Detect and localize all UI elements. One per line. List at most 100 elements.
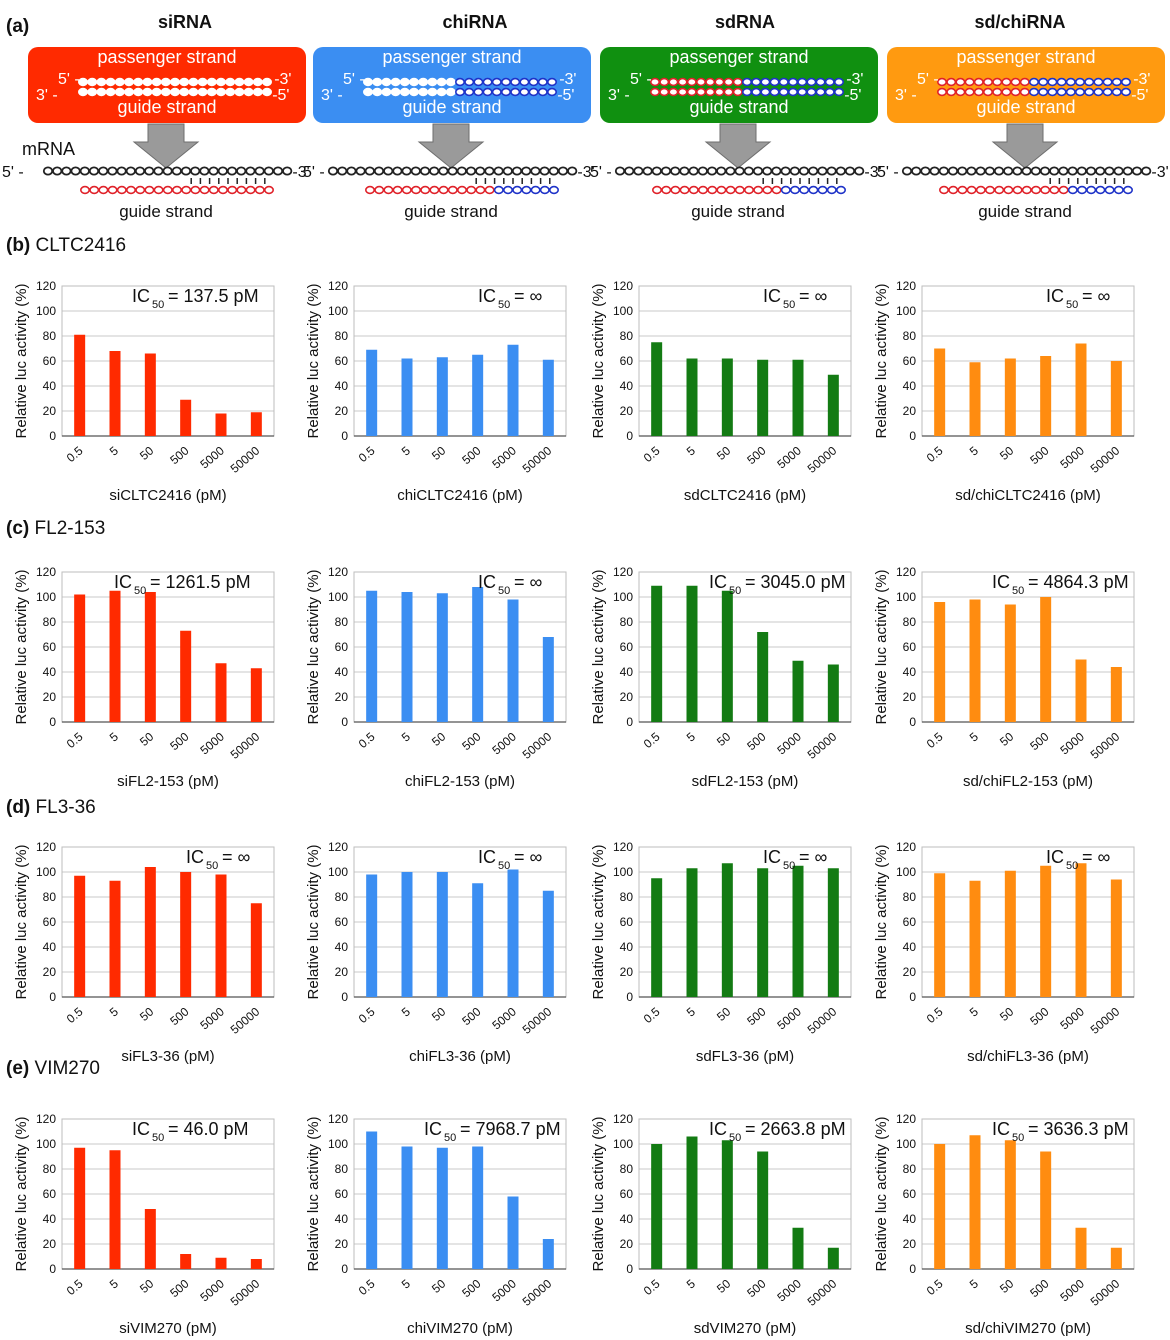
x-tick-label: 50 (137, 1004, 156, 1024)
mrna-nucleotide (762, 166, 773, 176)
passenger-nucleotide (815, 77, 826, 87)
y-tick-label: 80 (620, 1162, 634, 1176)
x-tick-label: 50000 (805, 443, 840, 475)
ic50-label: IC (478, 572, 496, 592)
bar (721, 863, 733, 997)
guide-nucleotide (714, 87, 725, 97)
guide-nucleotide (994, 185, 1005, 195)
x-axis-label: sdFL3-36 (pM) (696, 1048, 794, 1065)
mrna-nucleotide (190, 166, 201, 176)
bar (1040, 1151, 1052, 1269)
guide-nucleotide (797, 87, 808, 97)
ic50-value: = 4864.3 pM (1028, 572, 1129, 592)
mrna-nucleotide (798, 166, 810, 176)
passenger-nucleotide (225, 77, 236, 87)
y-axis-label: Relative luc activity (%) (590, 283, 607, 438)
mrna-nucleotide (144, 166, 155, 176)
passenger-nucleotide (206, 77, 217, 87)
passenger-nucleotide (695, 77, 706, 87)
passenger-nucleotide (500, 77, 511, 87)
mrna-nucleotide (125, 166, 136, 176)
bar (969, 599, 981, 722)
guide-nucleotide (1056, 87, 1067, 97)
guide-nucleotide (374, 185, 385, 195)
guide-nucleotide (116, 185, 127, 195)
guide-nucleotide (1038, 87, 1049, 97)
guide-nucleotide (126, 185, 137, 195)
bar-chart-b-sdchi: 0 20 40 60 80 100 120 0.5 5 50 500 5000 50000 Relativ… (860, 262, 1145, 504)
y-tick-label: 100 (328, 590, 348, 604)
mrna-nucleotide (557, 166, 569, 176)
x-tick-label: 50 (429, 443, 448, 463)
passenger-nucleotide (252, 77, 263, 87)
passenger-nucleotide (1093, 77, 1104, 87)
y-tick-label: 40 (903, 665, 917, 679)
guide-nucleotide (826, 185, 837, 195)
x-tick-label: 500 (744, 729, 769, 753)
guide-nucleotide (80, 185, 91, 195)
passenger-nucleotide (705, 77, 716, 87)
ic50-value: = 1261.5 pM (150, 572, 251, 592)
x-tick-label: 5 (399, 1276, 413, 1291)
x-tick-label: 0.5 (641, 1004, 663, 1026)
guide-nucleotide (936, 87, 947, 97)
passenger-nucleotide (261, 77, 272, 87)
end-3-label: -3' (1133, 71, 1150, 88)
mrna-nucleotide (854, 166, 865, 176)
guide-nucleotide (946, 87, 957, 97)
y-tick-label: 60 (335, 640, 349, 654)
bar (757, 1151, 769, 1269)
y-tick-label: 80 (43, 615, 57, 629)
guide-nucleotide (1010, 87, 1021, 97)
ic50-subscript: 50 (498, 585, 510, 597)
bar (721, 358, 733, 436)
mrna-nucleotide (984, 166, 995, 176)
y-tick-label: 100 (36, 304, 56, 318)
mrna-3-label: -3' (864, 164, 881, 181)
mrna-nucleotide (1131, 166, 1143, 176)
guide-nucleotide (1021, 185, 1032, 195)
mrna-nucleotide (493, 166, 504, 176)
y-tick-label: 40 (903, 940, 917, 954)
bar (144, 1209, 156, 1269)
y-tick-label: 100 (328, 304, 348, 318)
bar (507, 344, 519, 436)
x-tick-label: 5000 (1057, 1004, 1087, 1032)
mrna-nucleotide (134, 166, 146, 176)
x-tick-label: 0.5 (641, 443, 663, 465)
x-tick-label: 50 (997, 1004, 1016, 1024)
guide-strand-caption: guide strand (691, 202, 785, 221)
mrna-5-label: 5' - (877, 164, 899, 181)
guide-nucleotide (96, 87, 107, 97)
guide-nucleotide (1047, 87, 1058, 97)
chart-svg: 0 20 40 60 80 100 120 0.5 5 50 500 5000 50000 Relativ… (590, 840, 852, 1065)
y-tick-label: 20 (903, 965, 917, 979)
guide-nucleotide (399, 87, 410, 97)
guide-nucleotide (512, 185, 523, 195)
guide-nucleotide (539, 185, 550, 195)
guide-nucleotide (725, 185, 736, 195)
end-5-label: -5' (844, 87, 861, 104)
passenger-nucleotide (197, 77, 208, 87)
x-tick-label: 0.5 (64, 1004, 86, 1026)
mrna-nucleotide (272, 166, 284, 176)
bar-chart-d-chi: 0 20 40 60 80 100 120 0.5 5 50 500 5000 50000 Relativ… (292, 823, 577, 1065)
passenger-nucleotide (1029, 77, 1040, 87)
y-tick-label: 120 (613, 279, 633, 293)
passenger-nucleotide (982, 77, 993, 87)
mrna-nucleotide (1104, 166, 1115, 176)
ic50-label: IC (763, 847, 781, 867)
guide-nucleotide (732, 87, 743, 97)
guide-nucleotide (372, 87, 383, 97)
guide-nucleotide (105, 87, 116, 97)
x-tick-label: 5000 (1057, 443, 1087, 471)
mrna-nucleotide (263, 166, 274, 176)
passenger-nucleotide (381, 77, 392, 87)
guide-nucleotide (181, 185, 192, 195)
guide-nucleotide (548, 185, 559, 195)
bar-chart-e-sdchi: 0 20 40 60 80 100 120 0.5 5 50 500 5000 50000 Relativ… (860, 1095, 1145, 1337)
mrna-nucleotide (920, 166, 931, 176)
mrna-nucleotide (716, 166, 727, 176)
passenger-nucleotide (454, 77, 465, 87)
mrna-nucleotide (642, 166, 653, 176)
